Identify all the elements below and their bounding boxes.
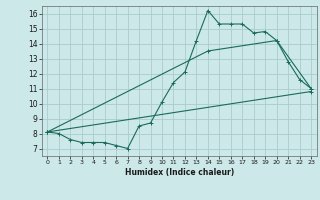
X-axis label: Humidex (Indice chaleur): Humidex (Indice chaleur) xyxy=(124,168,234,177)
